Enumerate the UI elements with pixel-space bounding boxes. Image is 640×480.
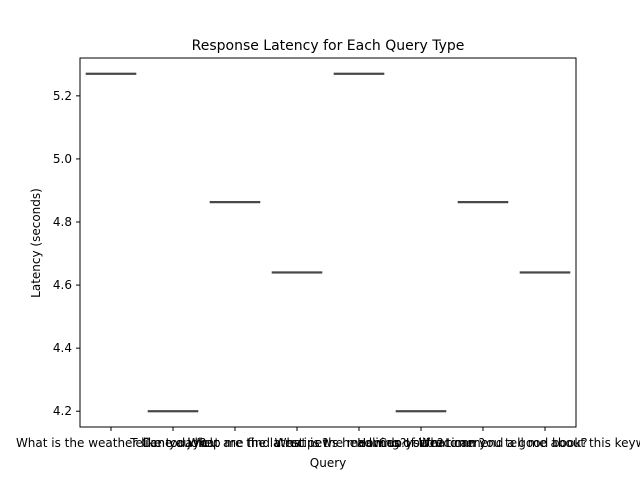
y-tick-label-1: 4.2 (53, 404, 72, 418)
y-axis-label: Latency (seconds) (29, 188, 43, 298)
y-tick-label-3: 4.6 (53, 278, 72, 292)
x-tick-label-2: Tell me a joke. (129, 436, 216, 450)
x-tick-label-4: What are the latest news headlines? (188, 436, 407, 450)
boxes (85, 72, 571, 413)
x-tick-label-8: What can you tell me about this keyword? (418, 436, 640, 450)
x-axis: What is the weather like today?Tell me a… (16, 427, 640, 450)
x-tick-label-6: How do I set a timer? (357, 436, 485, 450)
x-tick-label-5: What is the meaning of life? (275, 436, 444, 450)
x-tick-label-3: Can you help me find a recipe? (142, 436, 329, 450)
y-tick-label-2: 4.4 (53, 341, 72, 355)
plot-frame (79, 57, 577, 428)
y-tick-label-4: 4.8 (53, 215, 72, 229)
y-tick-label-5: 5.0 (53, 152, 72, 166)
plot-area (79, 57, 577, 428)
y-axis: 4.2 4.4 4.6 4.8 5.0 5.2 (53, 89, 80, 418)
x-tick-label-7: Can you recommend a good book? (378, 436, 587, 450)
x-axis-label: Query (310, 456, 346, 470)
x-tick-label-1: What is the weather like today? (16, 436, 206, 450)
chart-title: Response Latency for Each Query Type (192, 38, 465, 54)
y-tick-label-6: 5.2 (53, 89, 72, 103)
